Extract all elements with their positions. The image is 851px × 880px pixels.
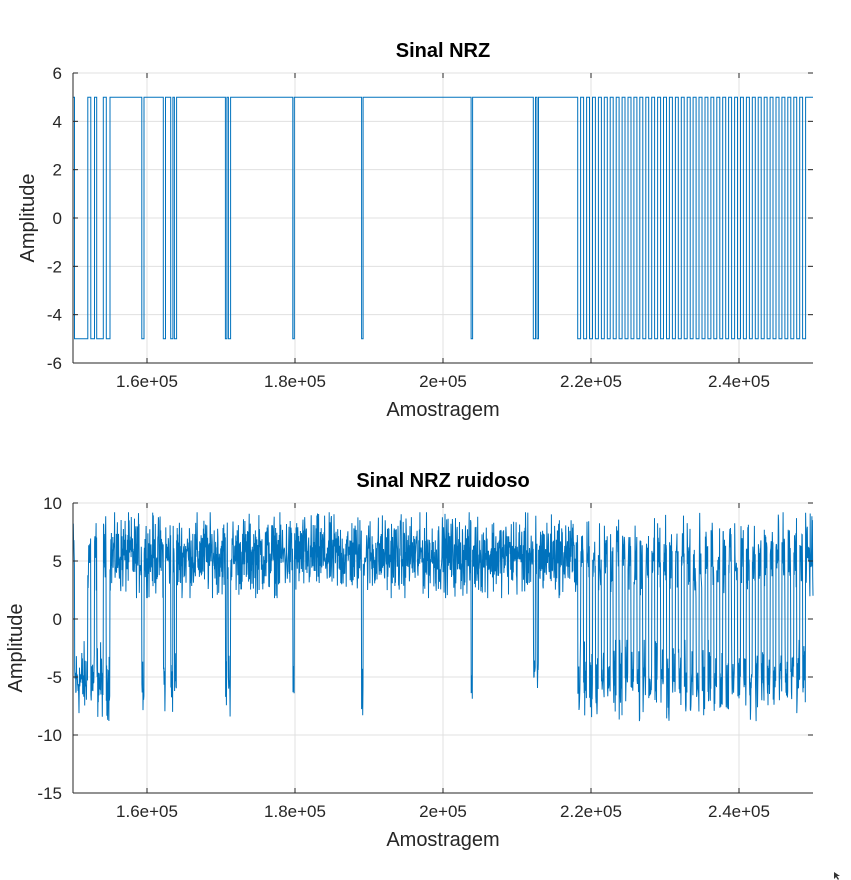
- plot-nrz-noisy-series: [72, 512, 814, 722]
- plot-nrz-xtick-label: 1.6e+05: [116, 372, 178, 391]
- plot-nrz-noisy: 1.6e+05 1.8e+05 2e+05 2.2e+05 2.4e+05 -15 -10 -…: [5, 470, 814, 851]
- plot-nrz-title: Sinal NRZ: [396, 40, 490, 62]
- plot-nrz-noisy-xtick-label: 1.6e+05: [116, 802, 178, 821]
- plot-nrz-noisy-ytick-label: 10: [43, 494, 62, 513]
- plot-nrz-ytick-label: -4: [47, 306, 62, 325]
- plot-nrz-noisy-title: Sinal NRZ ruidoso: [356, 470, 529, 492]
- nrz-signal-line: [73, 96, 813, 340]
- plot-nrz-noisy-ytick-label: 0: [53, 610, 62, 629]
- plot-nrz-noisy-axes: 1.6e+05 1.8e+05 2e+05 2.2e+05 2.4e+05 -15 -10 -…: [37, 494, 813, 821]
- plot-nrz-xtick-label: 2.2e+05: [560, 372, 622, 391]
- plot-nrz-grid: [73, 72, 813, 364]
- plot-nrz-noisy-xtick-label: 2.2e+05: [560, 802, 622, 821]
- plot-nrz-axes: 1.6e+05 1.8e+05 2e+05 2.2e+05 2.4e+05 -6 -4 -2 0…: [47, 64, 813, 391]
- nrz-noisy-signal-line: [72, 512, 814, 722]
- plot-nrz-ytick-label: 6: [53, 64, 62, 83]
- plot-nrz-xtick-label: 1.8e+05: [264, 372, 326, 391]
- plot-nrz-noisy-ytick-label: -10: [37, 726, 62, 745]
- plot-nrz-noisy-ytick-label: 5: [53, 552, 62, 571]
- plot-nrz-noisy-xlabel: Amostragem: [386, 829, 499, 851]
- plot-nrz-series: [73, 96, 813, 340]
- plot-nrz-ytick-label: 4: [53, 112, 62, 131]
- cursor-icon: [834, 872, 840, 880]
- plot-nrz-xtick-label: 2e+05: [419, 372, 467, 391]
- plot-nrz-ylabel: Amplitude: [17, 174, 39, 263]
- plot-nrz: 1.6e+05 1.8e+05 2e+05 2.2e+05 2.4e+05 -6 -4 -2 0…: [17, 40, 813, 421]
- plot-nrz-xtick-label: 2.4e+05: [708, 372, 770, 391]
- plot-nrz-noisy-xtick-label: 2.4e+05: [708, 802, 770, 821]
- plot-nrz-noisy-xtick-label: 1.8e+05: [264, 802, 326, 821]
- plot-nrz-ytick-label: 0: [53, 209, 62, 228]
- plot-nrz-ytick-label: 2: [53, 161, 62, 180]
- plot-nrz-noisy-ylabel: Amplitude: [5, 604, 27, 693]
- plot-nrz-noisy-ytick-label: -15: [37, 784, 62, 803]
- plot-nrz-noisy-ytick-label: -5: [47, 668, 62, 687]
- plot-nrz-noisy-xtick-label: 2e+05: [419, 802, 467, 821]
- plot-nrz-ytick-label: -6: [47, 354, 62, 373]
- plot-nrz-xlabel: Amostragem: [386, 399, 499, 421]
- plot-nrz-ytick-label: -2: [47, 257, 62, 276]
